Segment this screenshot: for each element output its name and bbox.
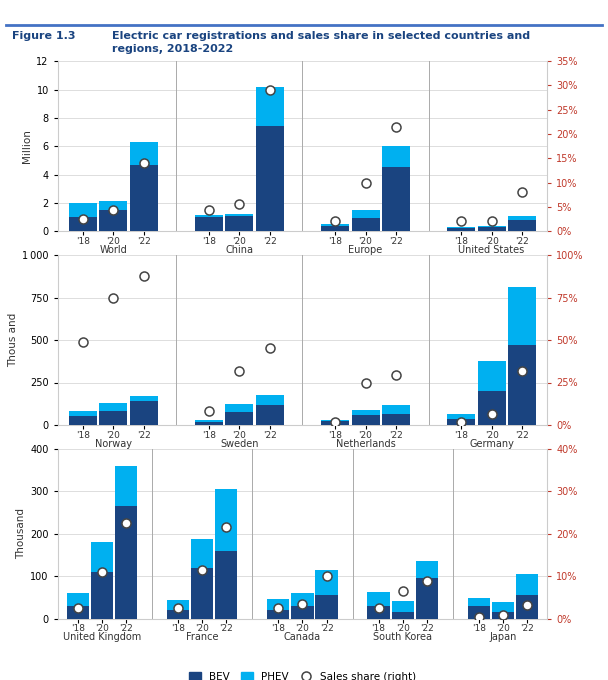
Bar <box>447 414 475 419</box>
Bar <box>351 210 379 218</box>
Bar <box>382 414 410 425</box>
Bar <box>99 411 127 425</box>
Bar <box>167 600 189 611</box>
Bar <box>167 611 189 619</box>
Bar <box>69 203 97 217</box>
Text: South Korea: South Korea <box>373 632 432 643</box>
Legend: BEV, PHEV, Sales share (right): BEV, PHEV, Sales share (right) <box>188 672 416 680</box>
Bar <box>447 226 475 228</box>
Text: United States: United States <box>458 245 525 255</box>
Bar <box>478 391 506 425</box>
Bar <box>215 551 238 619</box>
Y-axis label: Thousand: Thousand <box>16 509 26 559</box>
Text: Norway: Norway <box>95 439 132 449</box>
Text: Canada: Canada <box>284 632 321 643</box>
Text: Netherlands: Netherlands <box>336 439 395 449</box>
Y-axis label: Million: Million <box>22 129 32 163</box>
Bar <box>195 215 223 217</box>
Bar <box>99 201 127 210</box>
Bar <box>492 602 514 613</box>
Bar <box>115 506 137 619</box>
Bar <box>508 287 536 345</box>
Text: Germany: Germany <box>469 439 514 449</box>
Text: United Kingdom: United Kingdom <box>63 632 141 643</box>
Bar <box>351 415 379 425</box>
Bar <box>321 226 349 231</box>
Bar <box>367 606 390 619</box>
Bar <box>321 224 349 226</box>
Bar <box>215 489 238 551</box>
Bar <box>367 592 390 606</box>
Bar <box>226 412 254 425</box>
Bar <box>321 421 349 425</box>
Bar <box>392 600 414 611</box>
Text: Electric car registrations and sales share in selected countries and
regions, 20: Electric car registrations and sales sha… <box>112 31 531 54</box>
Bar <box>392 611 414 619</box>
Bar <box>67 593 89 606</box>
Text: Japan: Japan <box>489 632 517 643</box>
Bar <box>99 403 127 411</box>
Bar <box>267 611 289 619</box>
Bar <box>508 345 536 425</box>
Bar <box>191 568 213 619</box>
Bar <box>316 570 338 596</box>
Text: France: France <box>186 632 218 643</box>
Bar <box>115 466 137 506</box>
Bar <box>130 401 157 425</box>
Bar <box>256 395 284 405</box>
Bar <box>382 146 410 167</box>
Bar <box>291 593 314 606</box>
Bar <box>516 574 538 596</box>
Bar <box>91 543 113 572</box>
Bar <box>195 422 223 425</box>
Bar <box>468 606 490 619</box>
Bar <box>468 598 490 606</box>
Bar <box>492 613 514 619</box>
Bar <box>226 214 254 216</box>
Bar <box>351 218 379 231</box>
Bar <box>91 572 113 619</box>
Bar <box>316 596 338 619</box>
Bar <box>69 415 97 425</box>
Bar <box>256 86 284 126</box>
Bar <box>191 539 213 568</box>
Bar <box>130 396 157 401</box>
Bar <box>130 142 157 165</box>
Bar <box>447 419 475 425</box>
Bar <box>416 579 438 619</box>
Bar <box>382 405 410 414</box>
Bar <box>195 217 223 231</box>
Bar <box>516 596 538 619</box>
Bar <box>291 606 314 619</box>
Bar <box>256 126 284 231</box>
Text: World: World <box>100 245 127 255</box>
Bar <box>321 420 349 421</box>
Bar <box>267 599 289 611</box>
Bar <box>69 411 97 415</box>
Bar <box>67 606 89 619</box>
Text: Europe: Europe <box>348 245 382 255</box>
Text: Figure 1.3: Figure 1.3 <box>12 31 75 41</box>
Bar <box>226 404 254 412</box>
Y-axis label: Thous and: Thous and <box>8 313 18 367</box>
Bar <box>69 217 97 231</box>
Bar <box>130 165 157 231</box>
Bar <box>351 409 379 415</box>
Bar <box>226 216 254 231</box>
Bar <box>508 220 536 231</box>
Bar <box>478 226 506 227</box>
Bar <box>99 210 127 231</box>
Bar <box>447 228 475 231</box>
Bar <box>382 167 410 231</box>
Text: China: China <box>226 245 254 255</box>
Bar <box>508 216 536 220</box>
Bar <box>478 227 506 231</box>
Bar <box>195 420 223 422</box>
Text: Sweden: Sweden <box>220 439 258 449</box>
Bar <box>256 405 284 425</box>
Bar <box>416 562 438 579</box>
Bar <box>478 361 506 391</box>
